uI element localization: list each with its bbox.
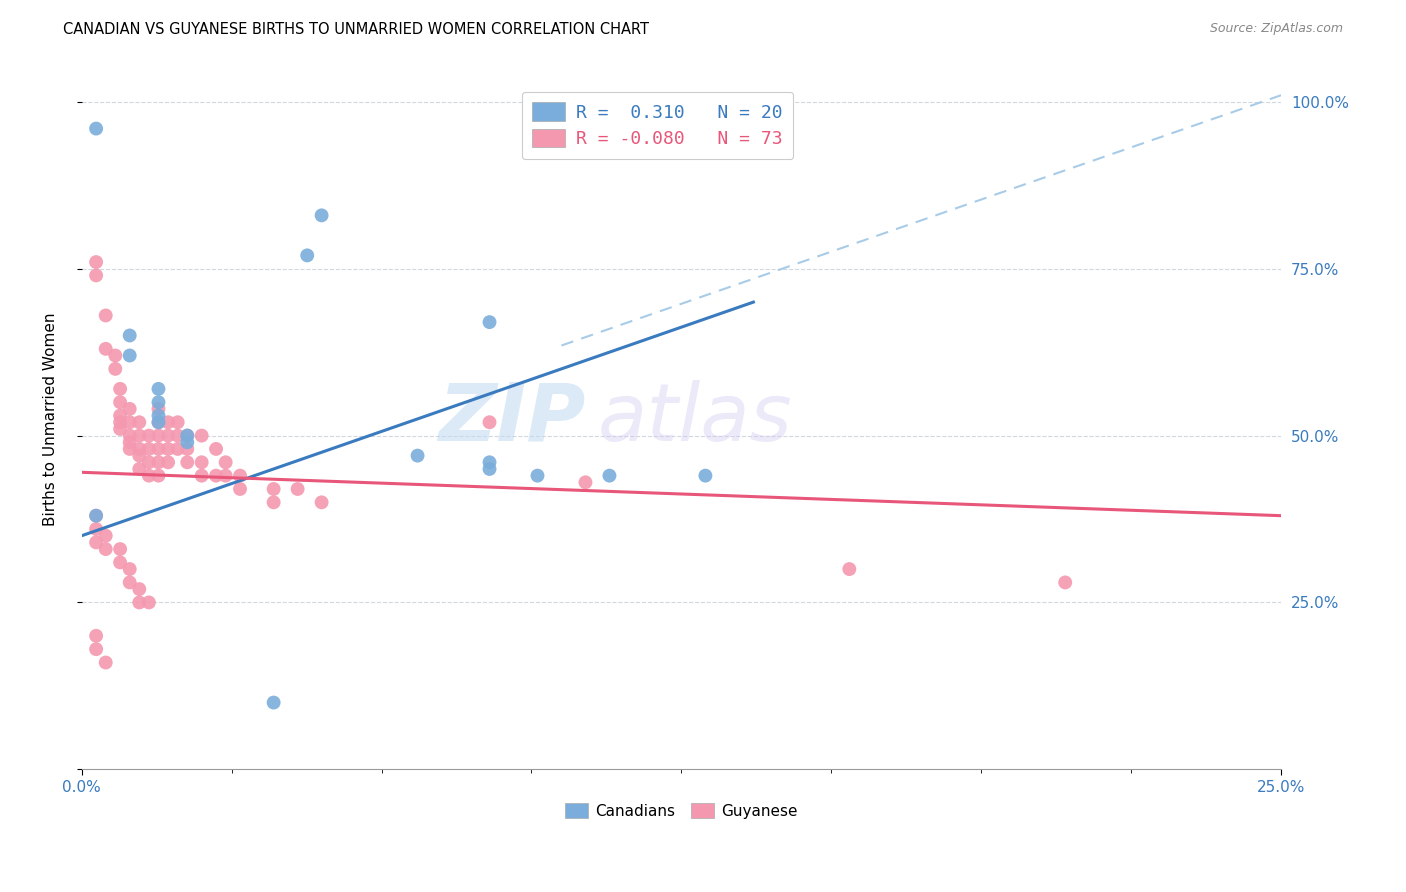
- Point: [176, 428, 198, 442]
- Point: [166, 415, 188, 429]
- Text: atlas: atlas: [598, 380, 792, 458]
- Point: [118, 349, 141, 363]
- Point: [108, 555, 131, 569]
- Point: [138, 442, 160, 456]
- Point: [166, 442, 188, 456]
- Text: CANADIAN VS GUYANESE BIRTHS TO UNMARRIED WOMEN CORRELATION CHART: CANADIAN VS GUYANESE BIRTHS TO UNMARRIED…: [63, 22, 650, 37]
- Point: [148, 401, 170, 416]
- Point: [84, 268, 107, 283]
- Point: [190, 455, 212, 469]
- Point: [478, 415, 501, 429]
- Point: [574, 475, 596, 490]
- Point: [84, 508, 107, 523]
- Point: [406, 449, 429, 463]
- Point: [229, 468, 252, 483]
- Point: [148, 382, 170, 396]
- Point: [157, 415, 180, 429]
- Point: [214, 455, 236, 469]
- Point: [118, 401, 141, 416]
- Point: [84, 508, 107, 523]
- Point: [138, 595, 160, 609]
- Point: [598, 468, 620, 483]
- Point: [94, 542, 117, 557]
- Point: [205, 442, 228, 456]
- Point: [118, 415, 141, 429]
- Point: [838, 562, 860, 576]
- Point: [84, 121, 107, 136]
- Point: [157, 428, 180, 442]
- Point: [311, 495, 333, 509]
- Point: [526, 468, 548, 483]
- Point: [138, 455, 160, 469]
- Point: [176, 435, 198, 450]
- Point: [128, 462, 150, 476]
- Point: [128, 582, 150, 596]
- Point: [94, 309, 117, 323]
- Point: [108, 422, 131, 436]
- Point: [311, 208, 333, 222]
- Text: ZIP: ZIP: [439, 380, 585, 458]
- Point: [166, 428, 188, 442]
- Point: [478, 455, 501, 469]
- Y-axis label: Births to Unmarried Women: Births to Unmarried Women: [44, 312, 58, 525]
- Point: [84, 522, 107, 536]
- Point: [118, 428, 141, 442]
- Point: [263, 495, 285, 509]
- Point: [138, 468, 160, 483]
- Point: [108, 415, 131, 429]
- Point: [128, 595, 150, 609]
- Point: [128, 415, 150, 429]
- Point: [118, 435, 141, 450]
- Point: [118, 575, 141, 590]
- Point: [84, 629, 107, 643]
- Point: [478, 315, 501, 329]
- Point: [148, 442, 170, 456]
- Point: [118, 562, 141, 576]
- Point: [108, 542, 131, 557]
- Point: [148, 409, 170, 423]
- Point: [84, 255, 107, 269]
- Point: [229, 482, 252, 496]
- Point: [148, 468, 170, 483]
- Point: [263, 482, 285, 496]
- Point: [108, 395, 131, 409]
- Point: [148, 415, 170, 429]
- Point: [94, 656, 117, 670]
- Point: [297, 248, 319, 262]
- Point: [214, 468, 236, 483]
- Point: [205, 468, 228, 483]
- Point: [190, 468, 212, 483]
- Point: [176, 428, 198, 442]
- Point: [287, 482, 309, 496]
- Point: [104, 362, 127, 376]
- Point: [84, 535, 107, 549]
- Point: [118, 442, 141, 456]
- Point: [108, 409, 131, 423]
- Point: [128, 449, 150, 463]
- Point: [94, 529, 117, 543]
- Point: [128, 442, 150, 456]
- Point: [157, 442, 180, 456]
- Point: [148, 455, 170, 469]
- Text: Source: ZipAtlas.com: Source: ZipAtlas.com: [1209, 22, 1343, 36]
- Point: [138, 428, 160, 442]
- Point: [190, 428, 212, 442]
- Point: [1054, 575, 1077, 590]
- Point: [478, 462, 501, 476]
- Point: [148, 415, 170, 429]
- Point: [176, 442, 198, 456]
- Point: [176, 455, 198, 469]
- Point: [94, 342, 117, 356]
- Point: [108, 382, 131, 396]
- Point: [84, 642, 107, 657]
- Point: [148, 395, 170, 409]
- Point: [104, 349, 127, 363]
- Point: [128, 428, 150, 442]
- Point: [118, 328, 141, 343]
- Point: [263, 696, 285, 710]
- Point: [695, 468, 717, 483]
- Point: [157, 455, 180, 469]
- Point: [148, 428, 170, 442]
- Legend: Canadians, Guyanese: Canadians, Guyanese: [558, 797, 804, 825]
